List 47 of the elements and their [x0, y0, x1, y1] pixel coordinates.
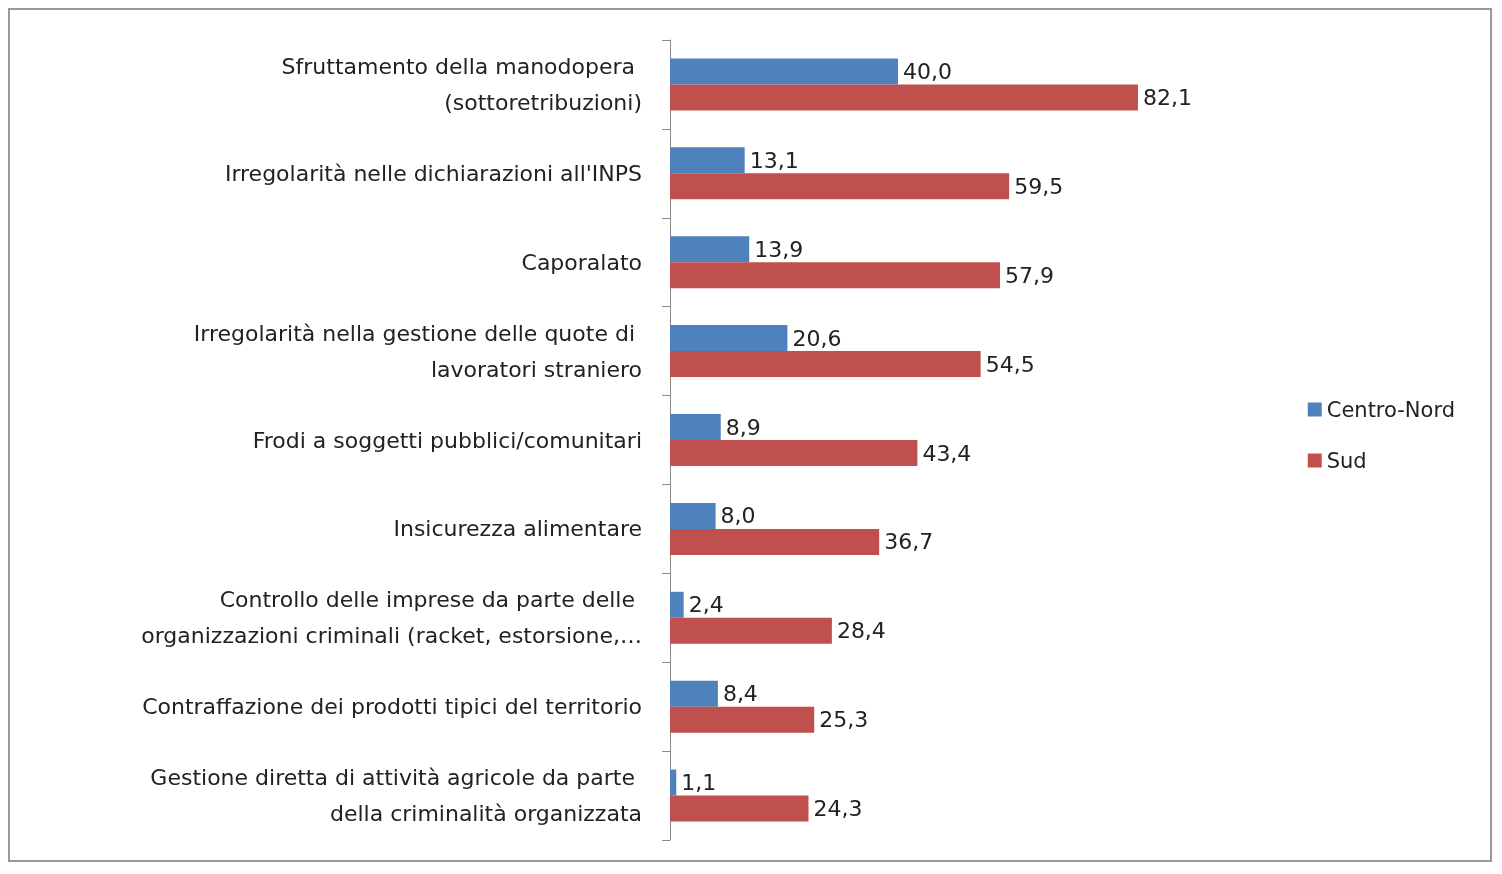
y-tick-label: Irregolarità nelle dichiarazioni all'INPS [224, 160, 642, 186]
y-tick-label: Frodi a soggetti pubblici/comunitari [252, 427, 642, 453]
y-tick-label: Insicurezza alimentare [393, 516, 642, 542]
bar [670, 440, 918, 466]
data-label: 24,3 [813, 796, 863, 822]
data-label: 8,0 [720, 503, 756, 529]
y-tick-label: Controllo delle imprese da parte delle organizzazioni criminali (racket, estorsione,… [141, 587, 642, 649]
data-label: 2,4 [688, 592, 724, 618]
bar [670, 58, 898, 85]
data-label: 43,4 [922, 440, 972, 466]
bar [670, 147, 745, 174]
legend-label: Centro-Nord [1326, 397, 1456, 422]
bar [670, 591, 684, 618]
bar [670, 528, 880, 555]
data-label: 20,6 [792, 325, 842, 351]
data-label: 8,4 [722, 681, 758, 707]
bar [670, 617, 832, 644]
y-tick-label: Contraffazione dei prodotti tipici del territorio [142, 694, 642, 720]
y-tick-label: Irregolarità nella gestione delle quote di lavoratori straniero [193, 320, 642, 382]
bar [670, 236, 750, 263]
data-label: 54,5 [985, 351, 1035, 377]
y-tick-label: Caporalato [521, 249, 642, 275]
bar [670, 351, 981, 378]
legend-label: Sud [1326, 448, 1367, 473]
data-label: 40,0 [903, 58, 952, 84]
data-label: 25,3 [819, 707, 869, 733]
bar [670, 680, 718, 707]
bar [670, 502, 716, 529]
data-label: 82,1 [1142, 84, 1192, 110]
bar [670, 769, 677, 796]
bar [670, 173, 1010, 200]
data-label: 59,5 [1014, 173, 1064, 199]
data-label: 28,4 [836, 618, 886, 644]
data-label: 13,9 [754, 236, 804, 262]
bar [670, 414, 721, 440]
data-label: 8,9 [725, 414, 761, 440]
data-label: 57,9 [1005, 262, 1055, 288]
bar [670, 795, 809, 822]
bar [670, 262, 1001, 289]
y-tick-label: Sfruttamento della manodopera (sottoretribuzioni) [281, 53, 642, 115]
data-label: 13,1 [749, 147, 799, 173]
y-tick-label: Gestione diretta di attività agricole da parte della criminalità organizzata [150, 765, 642, 827]
bar [670, 84, 1138, 111]
data-label: 36,7 [884, 529, 934, 555]
bar [670, 706, 815, 733]
bar [670, 325, 788, 352]
data-label: 1,1 [681, 770, 717, 796]
